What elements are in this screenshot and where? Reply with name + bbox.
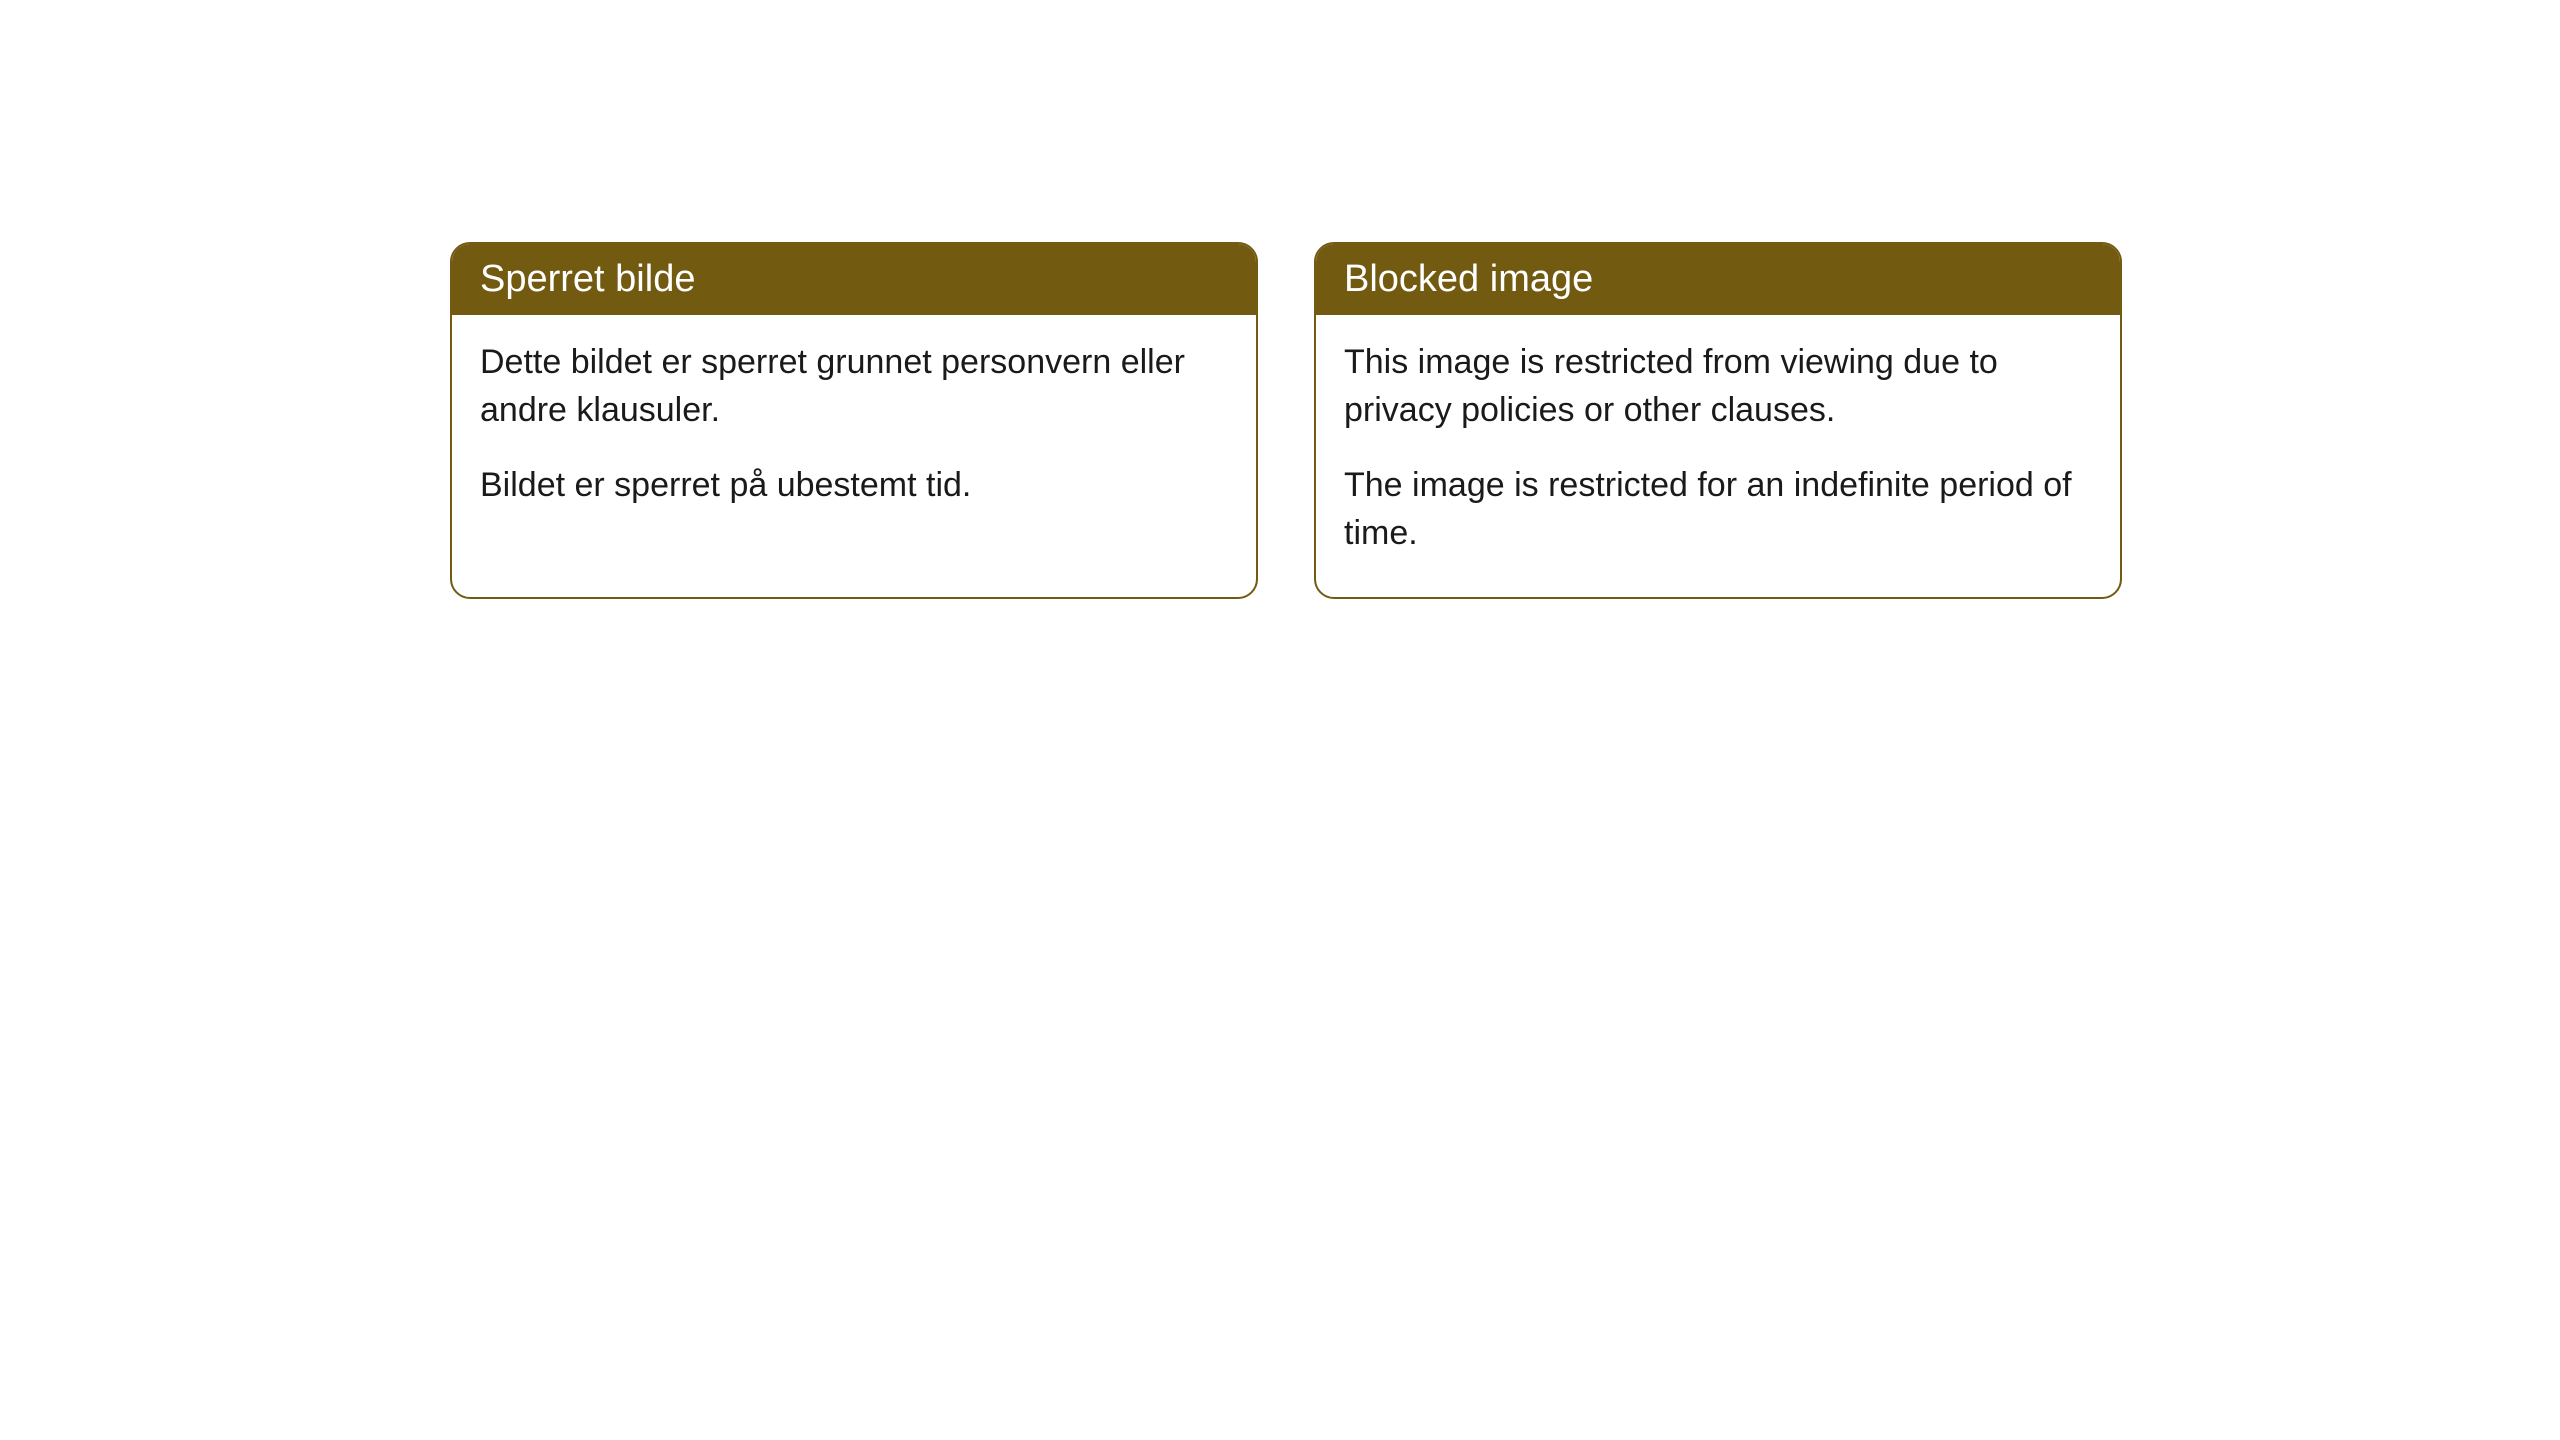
card-paragraph: The image is restricted for an indefinit… <box>1344 462 2092 557</box>
card-title: Sperret bilde <box>480 258 695 300</box>
card-header: Sperret bilde <box>452 244 1256 315</box>
notice-card-english: Blocked image This image is restricted f… <box>1314 242 2122 599</box>
card-body: This image is restricted from viewing du… <box>1316 315 2120 597</box>
notice-cards-container: Sperret bilde Dette bildet er sperret gr… <box>450 242 2122 599</box>
card-header: Blocked image <box>1316 244 2120 315</box>
card-paragraph: Dette bildet er sperret grunnet personve… <box>480 339 1228 434</box>
card-paragraph: Bildet er sperret på ubestemt tid. <box>480 462 1228 510</box>
notice-card-norwegian: Sperret bilde Dette bildet er sperret gr… <box>450 242 1258 599</box>
card-body: Dette bildet er sperret grunnet personve… <box>452 315 1256 550</box>
card-paragraph: This image is restricted from viewing du… <box>1344 339 2092 434</box>
card-title: Blocked image <box>1344 258 1593 300</box>
